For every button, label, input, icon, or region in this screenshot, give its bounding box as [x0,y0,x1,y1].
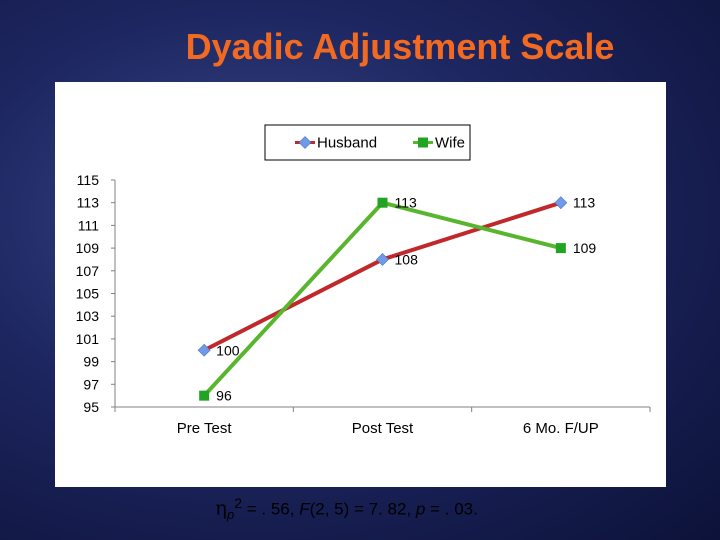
chart-axes: 115 113 111 109 107 105 103 101 99 97 95 Pre Test Po… [76,172,651,437]
data-point-wife [199,390,210,401]
p-symbol: p [415,499,426,519]
legend-label: Wife [435,135,465,152]
data-label-wife: 109 [573,240,597,256]
y-tick-label: 113 [77,195,100,211]
x-tick-label: Pre Test [177,420,233,437]
y-tick-label: 103 [76,308,100,324]
y-tick-label: 109 [76,240,100,256]
slide-title: Dyadic Adjustment Scale [185,26,615,67]
y-tick-label: 115 [77,172,100,188]
data-label-husband: 108 [395,251,419,267]
chart-panel: Husband Wife 115 113 111 109 107 105 103 101 99 97… [55,82,666,487]
f-symbol: F [299,499,310,519]
y-tick-label: 101 [76,331,100,347]
chart-series: 100 108 113 96 113 109 [197,195,597,404]
effect-size-statistic: ηp2 = . 56, F(2, 5) = 7. 82, p = . 03. [215,495,478,522]
y-tick-label: 99 [83,354,99,370]
series-line-husband [203,200,562,353]
eta-symbol: η [215,495,227,520]
stat-text-2: (2, 5) = 7. 82, [309,499,416,519]
line-chart: Husband Wife 115 113 111 109 107 105 103 101 99 97… [76,124,651,437]
x-tick-label: 6 Mo. F/UP [523,420,599,437]
legend-label: Husband [317,135,377,152]
data-point-wife [377,197,388,208]
chart-legend: Husband Wife [264,124,471,161]
y-tick-label: 107 [76,263,100,279]
legend-swatch-marker [418,137,428,148]
data-point-husband [376,253,389,266]
data-point-husband [554,196,568,210]
eta-subscript: p [226,507,235,523]
data-label-wife: 96 [216,388,232,404]
stat-text-1: = . 56, [242,499,300,519]
data-label-husband: 113 [573,195,596,211]
stat-text-3: = . 03. [425,499,478,519]
eta-superscript: 2 [234,495,243,511]
series-line-wife [202,200,562,398]
x-tick-label: Post Test [352,420,414,437]
y-tick-label: 105 [76,286,100,302]
data-label-husband: 100 [216,342,240,358]
y-tick-label: 95 [83,399,99,415]
data-point-husband [197,343,211,357]
data-point-wife [555,243,566,254]
y-tick-label: 97 [83,376,99,392]
y-tick-label: 111 [78,217,99,233]
data-label-wife: 113 [395,195,418,211]
legend-swatch-marker [298,136,312,149]
